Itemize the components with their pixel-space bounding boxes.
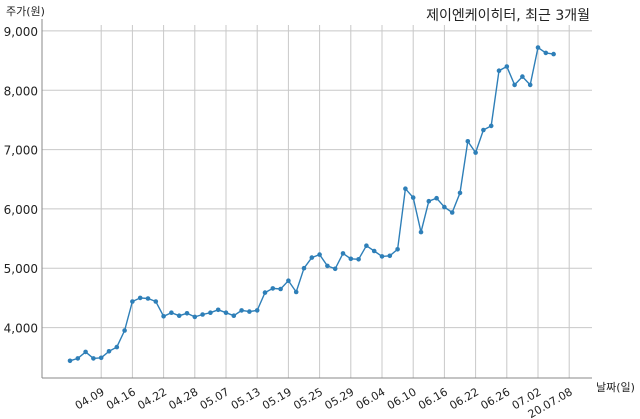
x-tick-label: 04.09 (73, 385, 107, 412)
data-point (130, 299, 135, 304)
data-point (465, 139, 471, 144)
data-point (169, 310, 174, 316)
data-point (286, 278, 291, 284)
price-points (67, 45, 556, 364)
data-point (301, 265, 307, 271)
data-point (317, 252, 322, 257)
y-tick-label: 7,000 (4, 144, 38, 158)
x-tick-label: 04.22 (135, 385, 169, 412)
data-point (535, 45, 541, 50)
data-point (457, 190, 463, 196)
y-tick-label: 9,000 (4, 25, 38, 39)
y-tick-label: 6,000 (4, 203, 38, 217)
price-line (69, 46, 554, 362)
data-point (426, 198, 432, 204)
chart-title: 제이엔케이히터, 최근 3개월 (426, 8, 590, 24)
data-point (122, 328, 127, 333)
data-point (262, 290, 268, 295)
data-point (496, 68, 502, 73)
data-point (332, 266, 338, 272)
data-point (551, 51, 556, 57)
data-point (75, 356, 81, 361)
data-point (449, 210, 455, 215)
x-tick-label: 06.04 (354, 385, 388, 412)
data-point (145, 296, 151, 301)
data-point (527, 82, 533, 88)
data-point (403, 186, 408, 191)
data-point (247, 309, 252, 314)
data-point (364, 243, 369, 248)
x-tick-label: 05.13 (229, 385, 263, 412)
y-axis-label: 주가(원) (6, 5, 45, 18)
x-tick-label: 05.29 (323, 385, 357, 412)
data-point (309, 255, 315, 260)
data-point (356, 257, 361, 262)
data-point (161, 314, 166, 319)
axes (41, 19, 592, 379)
x-tick-label: 04.28 (167, 385, 201, 412)
x-tick-label: 05.07 (198, 385, 232, 412)
data-point (395, 247, 400, 252)
data-point (481, 127, 486, 133)
data-point (348, 256, 354, 262)
data-point (512, 82, 517, 88)
x-axis-label: 날짜(일) (596, 380, 635, 394)
y-tick-labels: 4,000 5,000 6,000 7,000 8,000 9,000 (4, 25, 38, 336)
data-point (543, 50, 549, 56)
x-tick-label: 06.26 (479, 385, 513, 412)
data-point (442, 204, 447, 210)
data-point (200, 312, 205, 317)
data-point (434, 195, 439, 201)
data-point (387, 253, 393, 259)
data-point (215, 307, 221, 313)
data-point (270, 286, 276, 291)
data-point (239, 308, 244, 313)
data-point (98, 355, 104, 361)
data-point (106, 349, 112, 354)
data-point (278, 286, 283, 292)
x-tick-label: 06.10 (385, 385, 419, 412)
data-point (504, 64, 510, 69)
y-tick-label: 4,000 (4, 322, 38, 336)
data-point (254, 308, 260, 313)
data-point (208, 310, 213, 316)
data-point (293, 289, 299, 295)
data-point (473, 150, 478, 155)
x-tick-label: 05.25 (291, 385, 325, 412)
x-tick-labels: 04.0904.1604.2204.2805.0705.1305.1905.25… (73, 385, 575, 419)
data-point (325, 263, 330, 269)
data-point (371, 248, 377, 254)
y-tick-label: 8,000 (4, 84, 38, 98)
grid-lines (42, 25, 592, 378)
x-tick-label: 06.22 (447, 385, 481, 412)
data-point (137, 295, 143, 301)
data-point (223, 310, 229, 316)
data-point (153, 299, 159, 304)
data-point (91, 356, 96, 361)
data-point (410, 195, 416, 200)
data-point (520, 74, 525, 79)
data-point (379, 254, 385, 259)
data-point (184, 311, 190, 316)
data-point (83, 349, 88, 355)
y-tick-label: 5,000 (4, 262, 38, 276)
x-tick-label: 05.19 (260, 385, 294, 412)
x-tick-label: 06.16 (416, 385, 450, 412)
data-point (114, 344, 120, 350)
data-point (340, 251, 346, 256)
data-point (418, 229, 424, 235)
data-point (176, 313, 182, 319)
data-point (231, 313, 237, 319)
data-point (192, 314, 198, 320)
x-tick-label: 04.16 (104, 385, 138, 412)
data-point (67, 358, 73, 364)
data-point (488, 123, 494, 129)
